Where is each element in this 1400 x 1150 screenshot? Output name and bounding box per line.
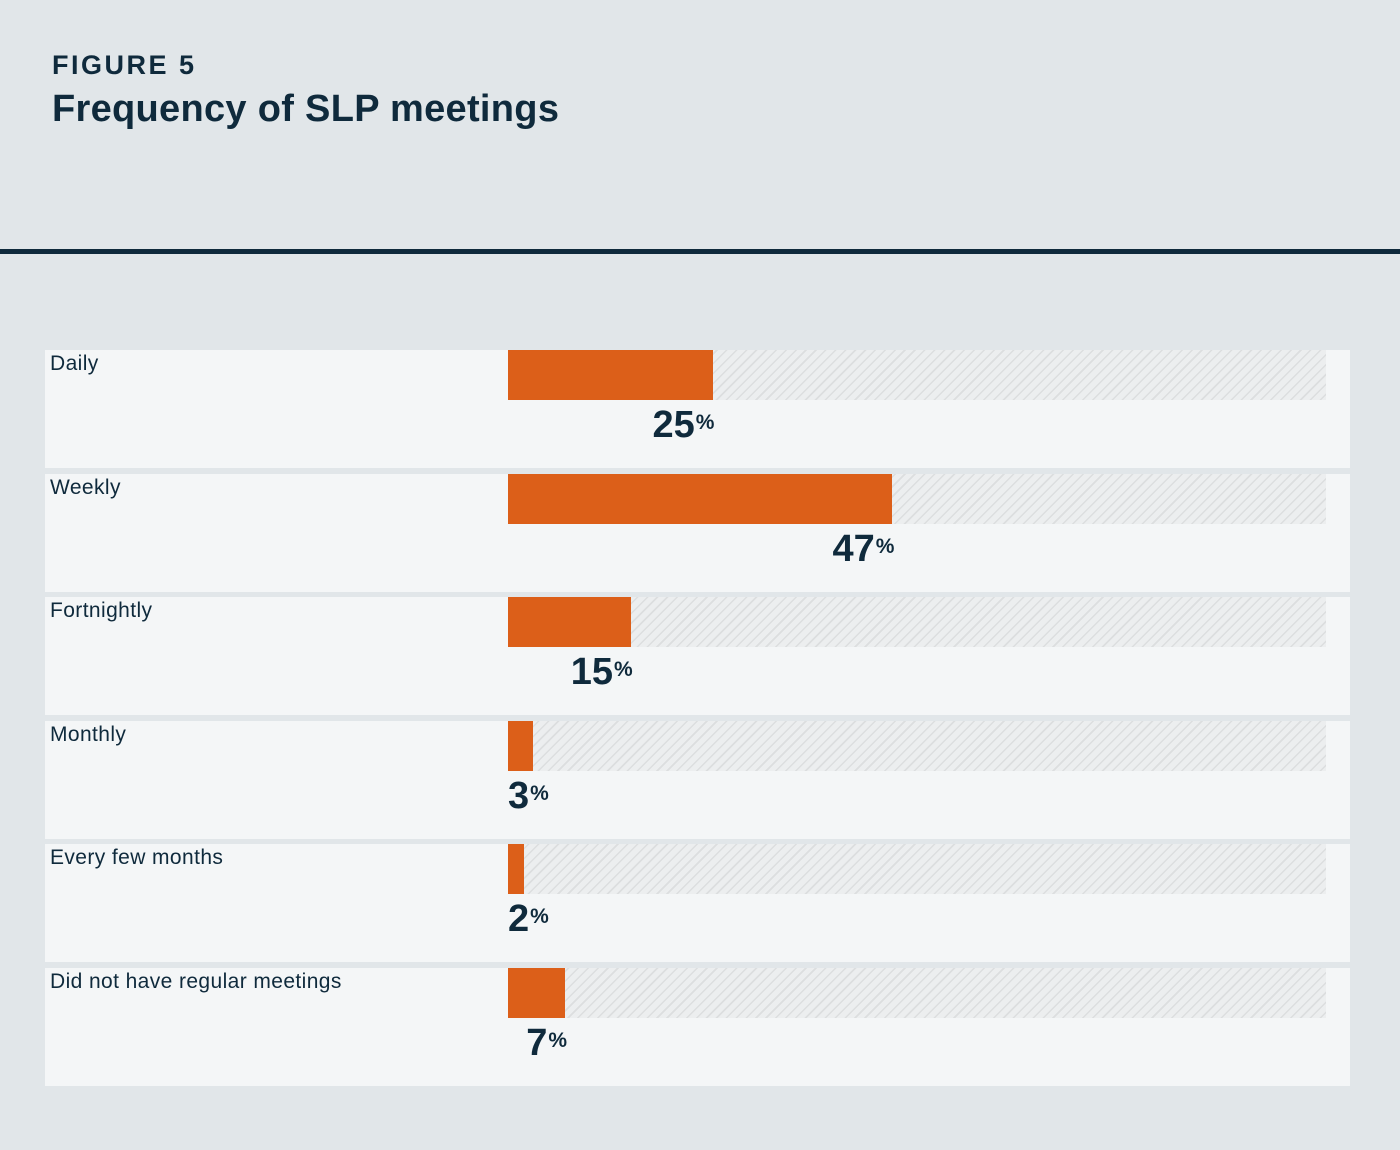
data-label-value: 2 — [508, 898, 530, 940]
chart-row: Daily 25% — [45, 350, 1350, 468]
bar-chart: Daily 25% Weekly 47% Fortnightly 15% Monthly 3%… — [45, 350, 1350, 1091]
bar-track: 15% — [508, 597, 1326, 693]
category-label: Monthly — [50, 722, 127, 746]
data-label-value: 25 — [652, 404, 695, 446]
data-label-value: 3 — [508, 774, 530, 817]
category-label: Daily — [50, 352, 99, 375]
category-label: Weekly — [50, 475, 121, 499]
data-label-value: 47 — [832, 527, 875, 570]
data-label: 2% — [508, 896, 549, 942]
bar-track: 2% — [508, 844, 1326, 940]
bar — [508, 844, 525, 894]
category-label: Did not have regular meetings — [50, 969, 342, 993]
bar — [508, 350, 713, 400]
data-label-value: 15 — [570, 651, 613, 693]
category-label: Fortnightly — [50, 599, 153, 622]
bar-track: 47% — [508, 473, 1326, 570]
data-label-value: 7 — [526, 1021, 548, 1064]
chart-title: Frequency of SLP meetings — [52, 88, 560, 130]
data-label: 25% — [653, 402, 715, 448]
chart-row: Fortnightly 15% — [45, 597, 1350, 715]
data-label-unit: % — [530, 905, 549, 928]
chart-row: Weekly 47% — [45, 473, 1350, 592]
bar — [508, 720, 533, 771]
category-label: Every few months — [50, 846, 224, 869]
data-label-unit: % — [875, 534, 895, 558]
data-label: 3% — [508, 773, 549, 819]
chart-row: Monthly 3% — [45, 720, 1350, 839]
data-label-unit: % — [613, 658, 633, 681]
data-label-unit: % — [695, 411, 715, 434]
bar — [508, 473, 893, 524]
bar-track: 3% — [508, 720, 1326, 817]
data-label-unit: % — [530, 781, 549, 805]
header-divider — [0, 249, 1400, 254]
bar-track: 25% — [508, 350, 1326, 446]
data-label: 47% — [832, 526, 894, 572]
data-label: 7% — [526, 1020, 567, 1066]
bar-track: 7% — [508, 967, 1326, 1064]
bar — [508, 967, 566, 1018]
chart-row: Did not have regular meetings 7% — [45, 967, 1350, 1086]
data-label: 15% — [571, 649, 633, 695]
data-label-unit: % — [548, 1028, 568, 1052]
figure-label: FIGURE 5 — [52, 50, 197, 80]
bar — [508, 597, 631, 647]
chart-row: Every few months 2% — [45, 844, 1350, 962]
